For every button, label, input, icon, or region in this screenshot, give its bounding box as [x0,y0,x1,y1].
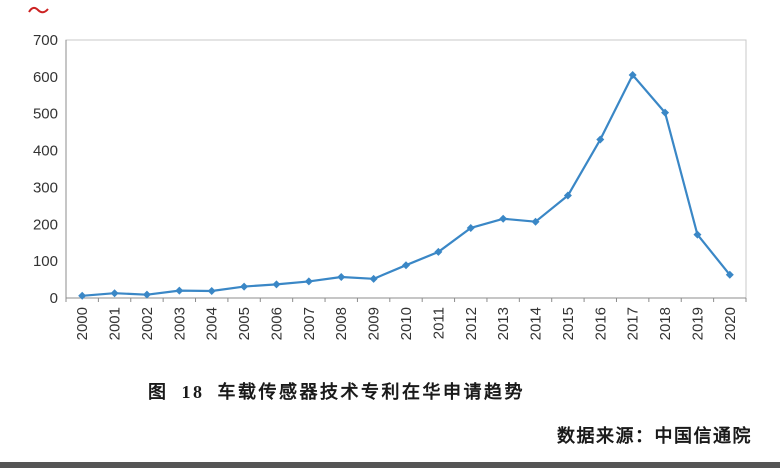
data-source: 数据来源：中国信通院 [557,426,752,446]
data-point-marker [531,217,540,226]
patent-trend-chart: 0 100 200 300 400 500 600 700 2000 2001 2002 2003 20… [8,14,768,366]
data-point-marker [563,191,572,200]
x-tick-label: 2004 [204,307,221,340]
y-tick-label: 300 [33,179,58,196]
y-tick-label: 700 [33,32,58,49]
data-point-marker [272,280,281,289]
x-tick-label: 2000 [74,307,91,340]
data-point-marker [369,274,378,283]
x-tick-label: 2013 [495,307,512,340]
x-tick-label: 2020 [722,307,739,340]
data-point-marker [142,290,151,299]
x-tick-label: 2018 [657,307,674,340]
data-point-marker [596,135,605,144]
x-tick-label: 2012 [463,307,480,340]
x-tick-label: 2016 [592,307,609,340]
data-point-marker [661,108,670,117]
x-tick-label: 2007 [301,307,318,340]
data-point-marker [693,230,702,239]
page-edge-bar [0,462,780,468]
x-tick-label: 2005 [236,307,253,340]
y-tick-label: 400 [33,143,58,160]
red-annotation-mark [28,6,49,14]
data-point-marker [110,289,119,298]
x-tick-label: 2006 [268,307,285,340]
line-chart-svg: 0 100 200 300 400 500 600 700 2000 2001 2002 2003 20… [33,32,747,340]
y-tick-label: 100 [33,253,58,270]
data-point-marker [78,291,87,300]
data-point-marker [304,277,313,286]
x-tick-label: 2009 [366,307,383,340]
data-point-marker [402,261,410,270]
y-tick-label: 0 [50,290,58,307]
x-tick-label: 2015 [560,307,577,340]
data-point-marker [466,223,475,232]
x-tick-label: 2019 [689,307,706,340]
data-point-marker [207,286,216,295]
data-point-marker [499,214,508,223]
data-point-marker [240,282,249,291]
x-tick-label: 2001 [107,307,124,340]
y-tick-label: 600 [33,69,58,86]
x-tick-label: 2002 [139,307,156,340]
figure-caption: 图 18 车载传感器技术专利在华申请趋势 [148,382,525,402]
x-tick-label: 2010 [398,307,415,340]
x-tick-label: 2008 [333,307,350,340]
y-tick-label: 500 [33,106,58,123]
y-tick-label: 200 [33,216,58,233]
data-point-marker [337,272,346,281]
x-tick-label: 2017 [625,307,642,340]
x-tick-label: 2003 [171,307,188,340]
plot-border [65,39,747,299]
data-point-marker [175,286,184,295]
x-tick-label: 2011 [430,307,447,339]
data-point-marker [434,247,443,256]
data-point-marker [725,270,734,279]
data-point-marker [628,71,637,80]
x-tick-label: 2014 [528,307,545,340]
